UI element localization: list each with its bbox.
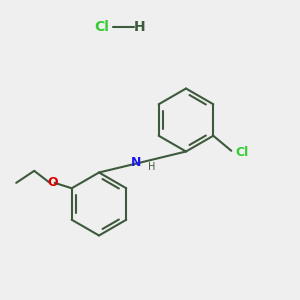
Text: Cl: Cl [236, 146, 249, 159]
Text: N: N [131, 155, 142, 169]
Text: H: H [134, 20, 145, 34]
Text: Cl: Cl [94, 20, 110, 34]
Text: O: O [47, 176, 58, 189]
Text: H: H [148, 161, 155, 172]
